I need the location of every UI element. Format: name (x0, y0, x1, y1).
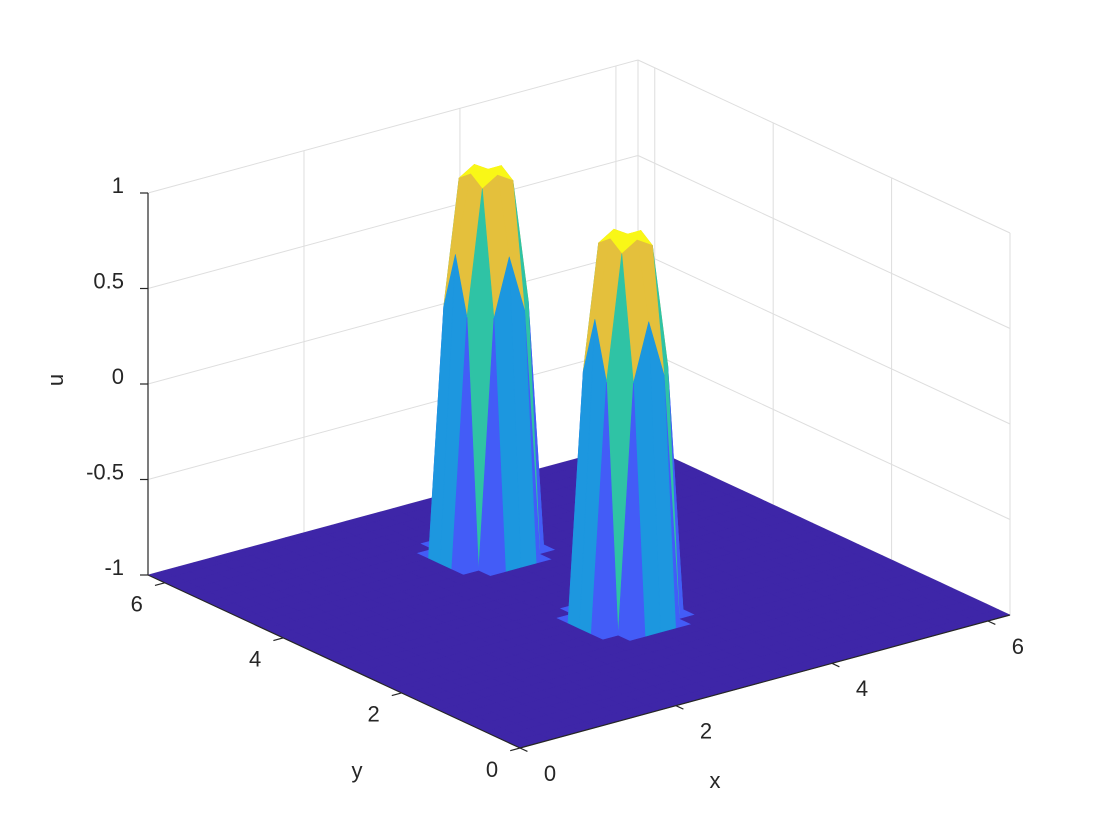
z-tick-label: -1 (104, 555, 124, 580)
grid-line (637, 346, 1011, 520)
grid-line (637, 59, 1011, 234)
y-tick-mark (273, 637, 284, 642)
z-tick-label: 0 (112, 364, 124, 389)
x-axis-label: x (710, 768, 721, 793)
grid-line (637, 250, 1011, 425)
y-tick-label: 2 (367, 702, 379, 727)
y-tick-label: 0 (486, 757, 498, 782)
x-tick-mark (831, 662, 840, 668)
y-tick-mark (391, 692, 402, 697)
z-tick-label: 1 (112, 173, 124, 198)
x-tick-mark (675, 705, 684, 710)
grid-line (147, 250, 639, 385)
z-tick-label: -0.5 (86, 459, 124, 484)
grid-line (637, 155, 1011, 329)
x-tick-mark (519, 747, 528, 753)
z-axis-label: u (43, 374, 68, 386)
x-tick-label: 4 (856, 676, 868, 701)
grid-line (147, 346, 639, 480)
y-tick-label: 4 (249, 647, 261, 672)
x-tick-label: 0 (544, 761, 556, 786)
y-tick-mark (510, 747, 521, 752)
z-tick-label: 0.5 (93, 268, 124, 293)
y-axis-label: y (352, 758, 363, 783)
grid-line (147, 155, 639, 289)
grid-line (147, 59, 639, 194)
y-tick-label: 6 (131, 592, 143, 617)
y-tick-mark (154, 582, 165, 587)
x-axis-line (519, 614, 1011, 749)
y-axis-line (147, 574, 521, 749)
x-tick-mark (987, 620, 996, 625)
x-tick-label: 6 (1012, 634, 1024, 659)
x-tick-label: 2 (700, 718, 712, 743)
